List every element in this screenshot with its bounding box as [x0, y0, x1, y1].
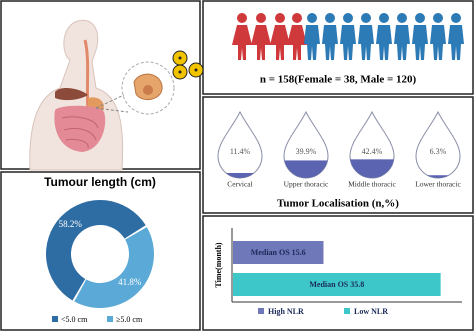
donut-segment	[46, 200, 146, 301]
people-icons	[232, 13, 464, 60]
drop-value: 39.9%	[296, 147, 317, 156]
drop-label: Cervical	[227, 180, 252, 189]
donut-segment	[74, 227, 154, 308]
cohort-text: n = 158(Female = 38, Male = 120)	[260, 74, 417, 86]
axis-label: Time(month)	[214, 242, 223, 288]
anatomy-illustration	[29, 19, 204, 171]
drop-fill	[218, 172, 262, 178]
legend-label: Low NLR	[354, 307, 388, 316]
drop-value: 42.4%	[362, 147, 383, 156]
legend-label: High NLR	[268, 307, 304, 316]
donut-label: 41.8%	[118, 277, 142, 287]
drop-label: Upper thoracic	[284, 180, 329, 189]
bar	[233, 273, 441, 296]
drop-fill	[350, 159, 394, 178]
legend-swatch	[258, 308, 264, 314]
drop-value: 6.3%	[430, 147, 447, 156]
legend-label: <5.0 cm	[61, 315, 88, 324]
legend-swatch	[52, 316, 58, 322]
bar	[233, 241, 324, 264]
donut-label: 58.2%	[59, 219, 83, 229]
drops-title: Tumor Localisation (n,%)	[277, 198, 399, 210]
drop-outline	[217, 110, 263, 179]
bar-label: Median OS 15.6	[251, 248, 306, 257]
legend-swatch	[107, 316, 113, 322]
drop-label: Lower thoracic	[415, 180, 461, 189]
drop-fill	[416, 175, 460, 178]
drop-fill	[284, 160, 328, 178]
drop-value: 11.4%	[230, 147, 251, 156]
donut-title: Tumour length (cm)	[44, 175, 156, 189]
bar-label: Median OS 35.8	[309, 280, 364, 289]
legend-label: ≥5.0 cm	[116, 315, 143, 324]
drop-outline	[415, 110, 461, 179]
drop-label: Middle thoracic	[348, 180, 396, 189]
legend-swatch	[344, 308, 350, 314]
